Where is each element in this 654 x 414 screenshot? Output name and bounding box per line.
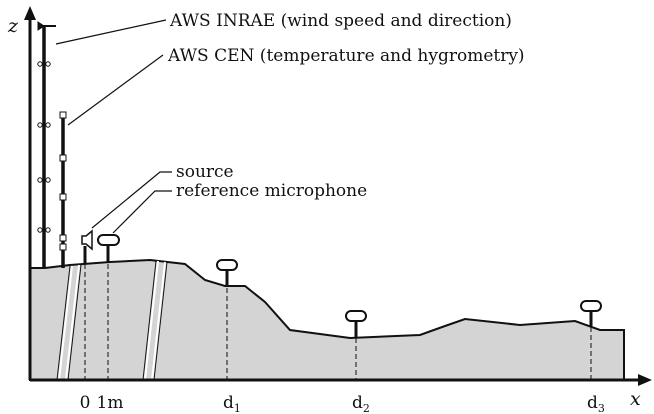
x-label: x [630, 388, 641, 410]
leader-source [91, 171, 172, 229]
leader-inrae [55, 19, 167, 45]
terrain-strips [58, 260, 166, 381]
x-arrow [638, 374, 652, 386]
position-label: d3 [587, 393, 605, 414]
position-label: d1 [223, 393, 241, 414]
microphones [216, 259, 602, 337]
terrain-strip-edges [56, 260, 168, 381]
reference-mic-label: reference microphone [176, 181, 367, 201]
position-label: 1m [97, 393, 124, 413]
position-labels: 0 1m d1 d2 d3 [80, 393, 605, 414]
dashed-guides [84, 264, 592, 380]
leader-mic [112, 190, 172, 234]
terrain [29, 258, 625, 381]
position-label: d2 [352, 393, 370, 414]
source-speaker [81, 229, 93, 263]
z-label: z [7, 15, 19, 37]
aws-inrae-label: AWS INRAE (wind speed and direction) [169, 11, 512, 31]
leader-cen [67, 54, 164, 126]
aws-cen-label: AWS CEN (temperature and hygrometry) [167, 46, 525, 66]
position-label: 0 [80, 393, 91, 413]
mast-inrae [37, 21, 56, 268]
reference-mic [97, 234, 120, 263]
mast-cen [59, 111, 67, 268]
z-arrow [24, 6, 36, 20]
source-label: source [176, 162, 234, 182]
